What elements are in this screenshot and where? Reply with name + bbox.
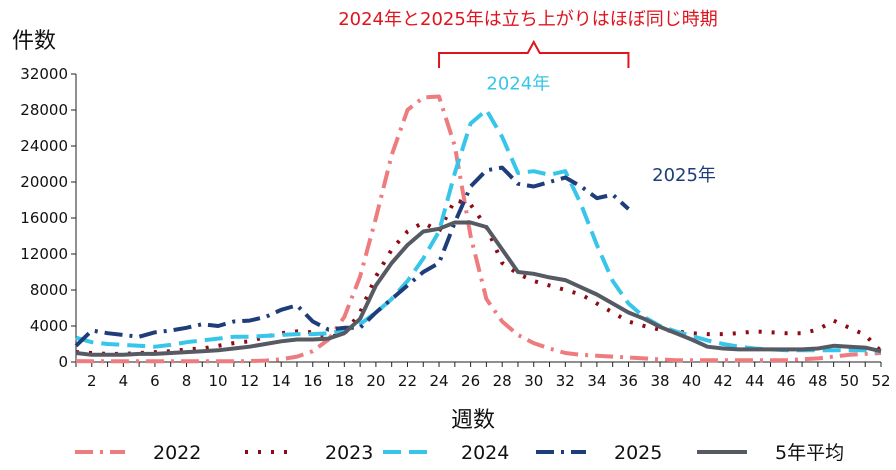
series-labels: 2024年 2025年 [486,73,716,186]
legend-label-2022: 2022 [153,442,201,464]
legend-label-2025: 2025 [614,442,662,464]
x-tick-label: 52 [871,372,890,390]
x-tick-label: 24 [429,372,448,390]
x-tick-label: 12 [240,372,259,390]
x-axis-title: 週数 [451,408,495,433]
y-axis-title: 件数 [12,29,56,54]
series-line-5年平均 [75,220,882,357]
y-tick-label: 32000 [20,65,68,83]
x-tick-label: 8 [182,372,192,390]
y-tick-label: 28000 [20,101,68,119]
x-tick-label: 42 [714,372,733,390]
x-tick-label: 30 [524,372,543,390]
legend: 2022 2023 2024 2025 5年平均 [75,442,844,464]
series-line-2025 [74,165,630,348]
y-tick-label: 0 [58,353,68,371]
legend-label-2023: 2023 [325,442,373,464]
x-tick-label: 14 [272,372,291,390]
y-tick-label: 16000 [20,209,68,227]
x-tick-label: 10 [209,372,228,390]
x-tick-label: 22 [398,372,417,390]
x-tick-label: 34 [587,372,606,390]
y-tick-label: 4000 [30,317,68,335]
annotation-bracket [438,39,630,68]
x-tick-label: 26 [461,372,480,390]
x-tick-label: 32 [556,372,575,390]
y-tick-label: 24000 [20,137,68,155]
series-label: 2025年 [652,165,716,186]
series-layer [74,94,883,364]
series-line-2022 [75,94,882,364]
x-tick-label: 38 [650,372,669,390]
x-tick-label: 46 [777,372,796,390]
y-tick-label: 12000 [20,245,68,263]
x-tick-label: 36 [619,372,638,390]
legend-label-2024: 2024 [461,442,509,464]
x-tick-label: 18 [335,372,354,390]
y-tick-label: 20000 [20,173,68,191]
x-tick-label: 20 [366,372,385,390]
x-tick-label: 4 [119,372,129,390]
x-tick-label: 6 [150,372,160,390]
y-tick-label: 8000 [30,281,68,299]
annotation-title: 2024年と2025年は立ち上がりはほぼ同じ時期 [338,9,718,30]
x-tick-label: 40 [682,372,701,390]
x-tick-label: 44 [745,372,764,390]
x-tick-label: 16 [303,372,322,390]
x-tick-label: 28 [493,372,512,390]
x-tick-label: 48 [808,372,827,390]
axes-layer: 0 4000 8000 12000 16000 20000 24000 28000 32000 2… [20,65,890,390]
x-tick-label: 2 [87,372,97,390]
x-tick-label: 50 [840,372,859,390]
series-label: 2024年 [486,73,550,94]
series-line-2023 [75,198,883,356]
legend-label-5年平均: 5年平均 [775,442,844,464]
series-line-2024 [75,108,882,354]
